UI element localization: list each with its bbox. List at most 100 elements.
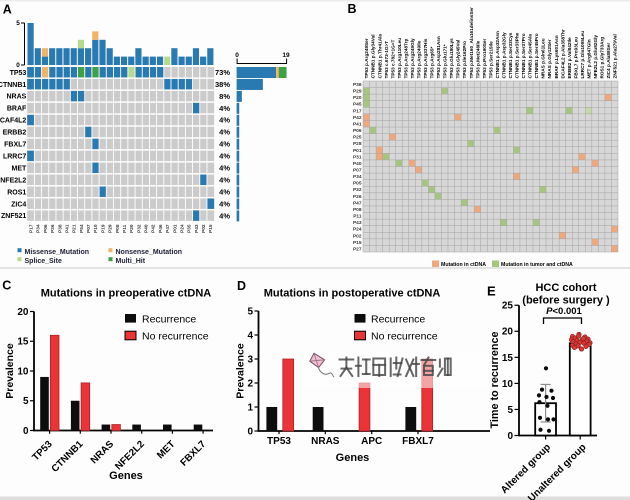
- svg-text:P29: P29: [353, 89, 362, 95]
- svg-text:P10: P10: [93, 224, 99, 233]
- svg-text:Recurrence: Recurrence: [371, 313, 425, 325]
- svg-text:TP53 p.Asp281Asn: TP53 p.Asp281Asn: [436, 36, 441, 78]
- svg-text:1: 1: [247, 402, 253, 413]
- svg-text:CTNNB1 p.Ser37Pro: CTNNB1 p.Ser37Pro: [521, 33, 526, 78]
- svg-text:P07: P07: [353, 167, 362, 173]
- svg-text:P08: P08: [353, 207, 362, 213]
- svg-text:LRRC7 p.Gln1095Leu: LRRC7 p.Gln1095Leu: [580, 31, 585, 79]
- svg-text:TP53 p.Arg337His: TP53 p.Arg337His: [423, 38, 428, 78]
- svg-text:P17: P17: [28, 224, 34, 233]
- svg-text:P45: P45: [353, 102, 362, 108]
- svg-text:4%: 4%: [219, 199, 230, 208]
- svg-text:0: 0: [507, 431, 513, 442]
- svg-text:Nonsense_Mutation: Nonsense_Mutation: [116, 249, 183, 256]
- svg-text:FBXL7: FBXL7: [402, 436, 434, 447]
- svg-text:4%: 4%: [219, 128, 230, 137]
- svg-text:TP53 p.Ile162Pro: TP53 p.Ile162Pro: [462, 41, 467, 79]
- svg-text:4%: 4%: [219, 164, 230, 173]
- svg-text:P15: P15: [208, 224, 214, 233]
- svg-text:D: D: [237, 279, 246, 293]
- svg-text:P36: P36: [353, 82, 362, 88]
- svg-text:4%: 4%: [219, 152, 230, 161]
- svg-text:ERBB2 p.Val842Ile: ERBB2 p.Val842Ile: [567, 37, 572, 79]
- svg-text:Genes: Genes: [336, 452, 370, 464]
- svg-text:38%: 38%: [215, 80, 230, 89]
- svg-text:P02: P02: [201, 224, 207, 233]
- svg-text:P06: P06: [43, 224, 49, 233]
- svg-text:0: 0: [16, 62, 20, 69]
- svg-text:P43: P43: [353, 220, 362, 226]
- svg-text:Genes: Genes: [109, 470, 143, 482]
- svg-text:P17: P17: [353, 108, 362, 114]
- svg-text:P20: P20: [129, 224, 135, 233]
- svg-text:P19: P19: [100, 224, 106, 233]
- svg-text:20: 20: [17, 307, 29, 318]
- svg-text:Prevalence: Prevalence: [235, 343, 247, 399]
- svg-text:MET: MET: [12, 165, 28, 172]
- svg-text:(before surgery ): (before surgery ): [522, 295, 610, 307]
- svg-text:FBXL7: FBXL7: [4, 142, 26, 149]
- svg-text:10: 10: [17, 366, 29, 377]
- svg-text:P26: P26: [353, 194, 362, 200]
- svg-text:CTNNB1 p.Thr41Ala: CTNNB1 p.Thr41Ala: [377, 34, 382, 79]
- svg-text:TP53 p.Glu180Lys: TP53 p.Glu180Lys: [449, 38, 454, 79]
- svg-text:10: 10: [502, 379, 514, 390]
- svg-text:4%: 4%: [219, 187, 230, 196]
- svg-text:4%: 4%: [219, 116, 230, 125]
- svg-text:ZNF521: ZNF521: [1, 213, 26, 220]
- svg-text:CTNNB1 p.Asp32Asn: CTNNB1 p.Asp32Asn: [495, 31, 500, 79]
- svg-text:TP53 p.Glu171*: TP53 p.Glu171*: [443, 44, 448, 78]
- svg-text:ZNF521 p.Ala279Val: ZNF521 p.Ala279Val: [613, 34, 618, 78]
- svg-text:TP53 c.782+1G>T: TP53 c.782+1G>T: [390, 40, 395, 79]
- svg-text:TP53 p.Met246Ile: TP53 p.Met246Ile: [475, 40, 480, 78]
- svg-text:15: 15: [502, 353, 514, 364]
- svg-text:4%: 4%: [219, 104, 230, 113]
- svg-text:P24: P24: [353, 227, 362, 233]
- svg-text:Mutation in tumor and ctDNA: Mutation in tumor and ctDNA: [501, 262, 573, 268]
- svg-text:TP53 p.Met160_Ala161delinsSer: TP53 p.Met160_Ala161delinsSer: [469, 7, 474, 79]
- svg-text:P02: P02: [353, 233, 362, 239]
- svg-text:CTNNB1 p.Ser45Pro: CTNNB1 p.Ser45Pro: [534, 33, 539, 78]
- svg-text:P24: P24: [179, 224, 185, 233]
- svg-text:P46: P46: [158, 224, 164, 233]
- svg-text:E: E: [487, 284, 496, 299]
- svg-text:NRAS: NRAS: [6, 94, 26, 101]
- svg-text:Mutations in postoperative ctD: Mutations in postoperative ctDNA: [264, 288, 441, 300]
- svg-text:4%: 4%: [219, 140, 230, 149]
- svg-text:P40: P40: [144, 224, 150, 233]
- svg-text:No recurrence: No recurrence: [371, 331, 438, 343]
- svg-text:TP53 p.Arg249Ile: TP53 p.Arg249Ile: [416, 40, 421, 78]
- svg-text:P11: P11: [122, 224, 128, 233]
- svg-text:3: 3: [247, 354, 253, 365]
- svg-text:NRAS p.Gly12Ser: NRAS p.Gly12Ser: [547, 39, 552, 78]
- svg-text:P43: P43: [194, 224, 200, 233]
- svg-text:CTNNB1 p.Ser33Phe: CTNNB1 p.Ser33Phe: [515, 32, 520, 78]
- svg-text:P38: P38: [57, 224, 63, 233]
- svg-text:A: A: [3, 2, 12, 16]
- svg-text:P34: P34: [36, 224, 42, 233]
- svg-text:TP53 p.Arg248Trp: TP53 p.Arg248Trp: [403, 39, 408, 79]
- svg-text:P01: P01: [172, 224, 178, 233]
- svg-text:P54: P54: [79, 224, 85, 233]
- svg-text:NRAS: NRAS: [311, 436, 340, 447]
- svg-text:P47: P47: [353, 200, 362, 206]
- svg-text:DCAF4L2: DCAF4L2: [0, 118, 26, 125]
- svg-text:ROS1 p.Gly733Arg: ROS1 p.Gly733Arg: [600, 37, 605, 79]
- svg-text:5: 5: [23, 396, 29, 407]
- svg-text:8%: 8%: [219, 92, 230, 101]
- svg-text:TP53 c.673-1G>T: TP53 c.673-1G>T: [384, 41, 389, 79]
- svg-text:P32: P32: [353, 187, 362, 193]
- svg-text:TP53 p.Gly245Val: TP53 p.Gly245Val: [456, 40, 461, 79]
- svg-text:ROS1: ROS1: [7, 189, 26, 196]
- svg-text:B: B: [348, 2, 357, 16]
- svg-text:P25: P25: [353, 135, 362, 141]
- svg-text:P47: P47: [165, 224, 171, 233]
- svg-text:P35: P35: [187, 224, 193, 233]
- svg-text:TP53 p.Arg65*: TP53 p.Arg65*: [430, 47, 435, 79]
- svg-text:CTNNB1 p.Gly34Val: CTNNB1 p.Gly34Val: [371, 34, 376, 78]
- svg-text:P15: P15: [353, 240, 362, 246]
- svg-text:MET p.Arg847Gln: MET p.Arg847Gln: [586, 39, 591, 78]
- svg-text:P20: P20: [353, 95, 362, 101]
- svg-text:TP53: TP53: [10, 70, 27, 77]
- svg-text:25: 25: [502, 301, 514, 312]
